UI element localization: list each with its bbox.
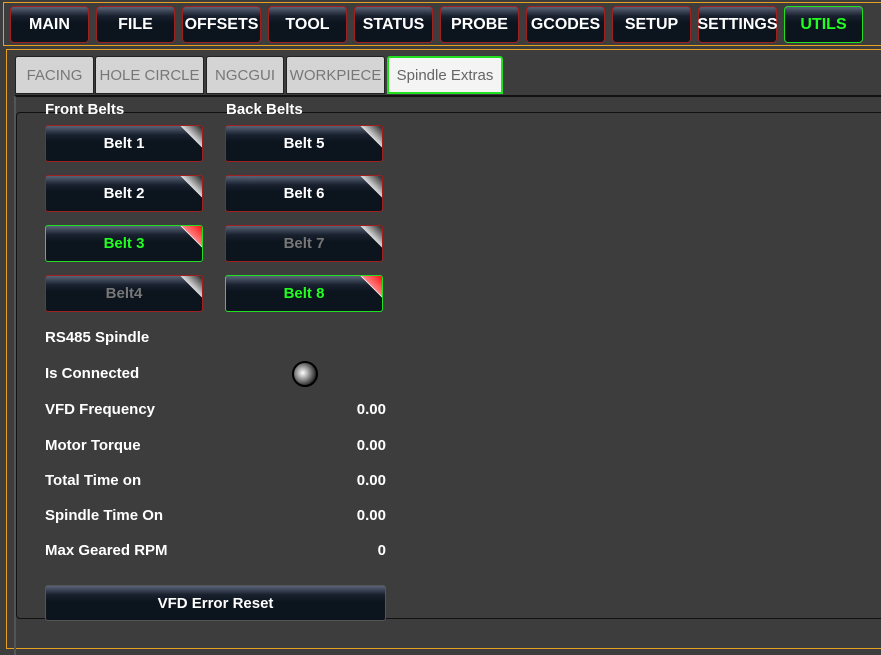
tab-content xyxy=(14,95,881,655)
belt-label: Belt 5 xyxy=(283,135,325,152)
belt-1-button[interactable]: Belt 1 xyxy=(45,125,203,162)
indicator-corner-icon xyxy=(180,126,202,148)
tab-spindle-extras[interactable]: Spindle Extras xyxy=(387,56,503,94)
belt-label: Belt 6 xyxy=(283,185,325,202)
belt-2-button[interactable]: Belt 2 xyxy=(45,175,203,212)
tab-workpiece[interactable]: WORKPIECE xyxy=(286,56,385,94)
back-belts-title: Back Belts xyxy=(226,101,303,118)
nav-offsets-button[interactable]: OFFSETS xyxy=(182,6,261,43)
belt-label: Belt 8 xyxy=(283,285,325,302)
tab-hole-circle[interactable]: HOLE CIRCLE xyxy=(95,56,204,94)
total-time-value: 0.00 xyxy=(356,472,386,489)
belt-label: Belt 2 xyxy=(103,185,145,202)
indicator-corner-icon xyxy=(360,276,382,298)
is-connected-label: Is Connected xyxy=(45,365,140,382)
tab-facing[interactable]: FACING xyxy=(15,56,94,94)
tab-ngcgui[interactable]: NGCGUI xyxy=(206,56,284,94)
max-geared-rpm-value: 0 xyxy=(377,542,386,559)
nav-status-button[interactable]: STATUS xyxy=(354,6,433,43)
max-geared-rpm-label: Max Geared RPM xyxy=(45,542,168,559)
main-nav-bar xyxy=(3,2,881,46)
belt-5-button[interactable]: Belt 5 xyxy=(225,125,383,162)
indicator-corner-icon xyxy=(180,276,202,298)
indicator-corner-icon xyxy=(360,126,382,148)
spindle-time-label: Spindle Time On xyxy=(45,507,164,524)
nav-probe-button[interactable]: PROBE xyxy=(440,6,519,43)
belt-label: Belt4 xyxy=(105,285,143,302)
belt-8-button[interactable]: Belt 8 xyxy=(225,275,383,312)
total-time-label: Total Time on xyxy=(45,472,142,489)
rs485-title: RS485 Spindle xyxy=(45,329,150,346)
belt-6-button[interactable]: Belt 6 xyxy=(225,175,383,212)
indicator-corner-icon xyxy=(360,176,382,198)
spindle-extras-group xyxy=(16,112,881,619)
belt-label: Belt 1 xyxy=(103,135,145,152)
motor-torque-value: 0.00 xyxy=(356,437,386,454)
nav-tool-button[interactable]: TOOL xyxy=(268,6,347,43)
nav-file-button[interactable]: FILE xyxy=(96,6,175,43)
belt-3-button[interactable]: Belt 3 xyxy=(45,225,203,262)
nav-utils-button[interactable]: UTILS xyxy=(784,6,863,43)
belt-label: Belt 3 xyxy=(103,235,145,252)
nav-setup-button[interactable]: SETUP xyxy=(612,6,691,43)
indicator-corner-icon xyxy=(180,176,202,198)
belt-7-button[interactable]: Belt 7 xyxy=(225,225,383,262)
motor-torque-label: Motor Torque xyxy=(45,437,141,454)
indicator-corner-icon xyxy=(360,226,382,248)
indicator-corner-icon xyxy=(180,226,202,248)
front-belts-title: Front Belts xyxy=(45,101,125,118)
spindle-time-value: 0.00 xyxy=(356,507,386,524)
nav-main-button[interactable]: MAIN xyxy=(10,6,89,43)
vfd-frequency-value: 0.00 xyxy=(356,401,386,418)
vfd-frequency-label: VFD Frequency xyxy=(45,401,156,418)
nav-settings-button[interactable]: SETTINGS xyxy=(698,6,778,43)
connection-led-icon xyxy=(292,361,318,387)
belt-4-button[interactable]: Belt4 xyxy=(45,275,203,312)
belt-label: Belt 7 xyxy=(283,235,325,252)
vfd-error-reset-button[interactable]: VFD Error Reset xyxy=(45,585,386,621)
nav-gcodes-button[interactable]: GCODES xyxy=(526,6,605,43)
